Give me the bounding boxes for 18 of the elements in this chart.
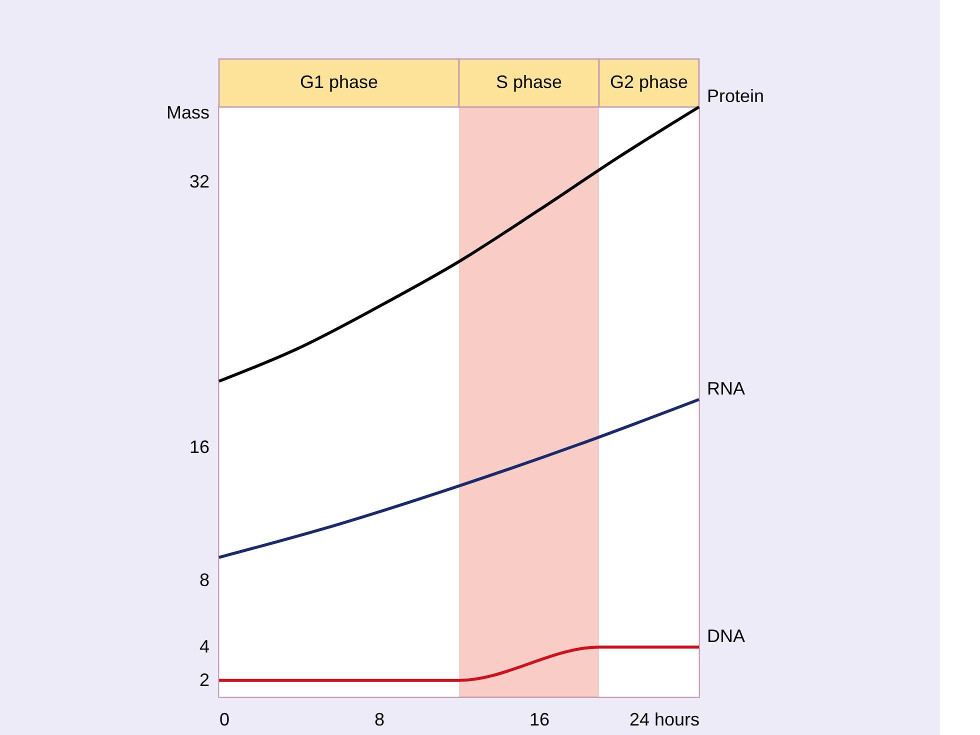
band-label: G1 phase [300, 72, 378, 92]
y-tick-label: 32 [189, 171, 210, 192]
line-series [218, 398, 700, 559]
y-tick-label: 4 [199, 636, 210, 657]
y-tick-label: 2 [199, 670, 210, 690]
y-tick-label: 8 [199, 570, 210, 590]
series-label: Protein [707, 86, 764, 106]
x-tick-label: 8 [374, 710, 385, 730]
line-series [218, 106, 700, 383]
x-tick-label: 0 [220, 710, 230, 730]
band-label: S phase [496, 72, 562, 92]
x-tick-label: 16 [529, 710, 550, 730]
series-label: DNA [707, 626, 746, 646]
y-tick-label: 16 [189, 437, 210, 458]
y-axis-title: Mass [166, 102, 210, 122]
band-label: G2 phase [610, 72, 688, 92]
x-tick-label: 24 hours [629, 710, 700, 730]
series-label: RNA [707, 378, 746, 399]
